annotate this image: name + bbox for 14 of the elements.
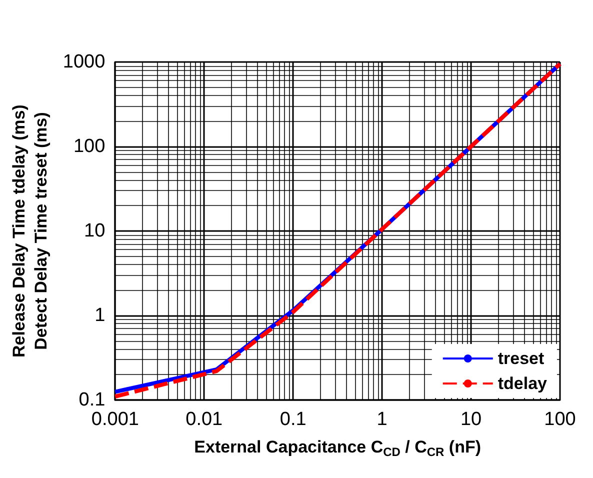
y-axis-title: Release Delay Time tdelay (ms) Detect Delay Time treset (ms) — [10, 104, 50, 358]
y-tick-label: 1000 — [62, 52, 106, 72]
legend-label: treset — [498, 349, 545, 368]
x-tick-label: 0.01 — [186, 409, 223, 430]
x-tick-label: 0.001 — [91, 409, 139, 430]
y-tick-label: 0.1 — [78, 390, 106, 410]
y-tick-label: 100 — [73, 136, 106, 157]
x-tick-label: 10 — [460, 409, 482, 430]
y-tick-label: 10 — [84, 220, 106, 242]
x-tick-label: 1 — [376, 409, 388, 430]
y-tick-label: 1 — [94, 305, 106, 326]
legend-label: tdelay — [498, 374, 548, 393]
x-tick-label: 100 — [544, 409, 576, 430]
x-tick-label: 0.1 — [280, 409, 306, 430]
